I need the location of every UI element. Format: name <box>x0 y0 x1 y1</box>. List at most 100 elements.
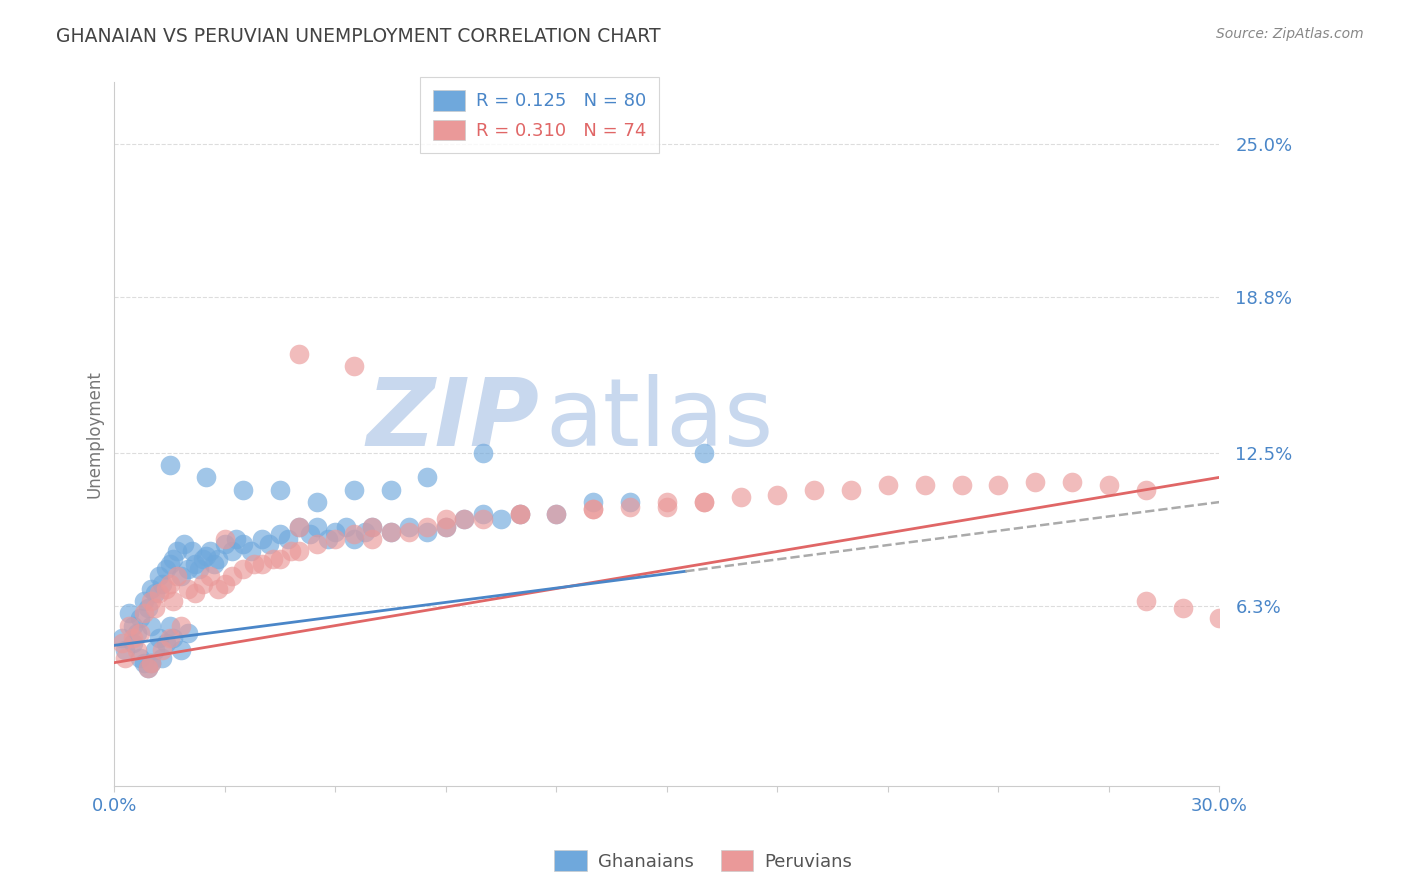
Point <box>177 626 200 640</box>
Point <box>434 512 457 526</box>
Point <box>343 483 366 497</box>
Point <box>582 502 605 516</box>
Point <box>269 483 291 497</box>
Point <box>198 544 221 558</box>
Point <box>343 527 366 541</box>
Y-axis label: Unemployment: Unemployment <box>86 370 103 498</box>
Point <box>221 544 243 558</box>
Point <box>184 557 207 571</box>
Point <box>416 520 439 534</box>
Point <box>202 557 225 571</box>
Point <box>380 483 402 497</box>
Point <box>214 576 236 591</box>
Point <box>150 650 173 665</box>
Point <box>582 495 605 509</box>
Text: ZIP: ZIP <box>367 374 540 466</box>
Point <box>546 508 568 522</box>
Point <box>335 520 357 534</box>
Point <box>155 562 177 576</box>
Text: atlas: atlas <box>546 374 773 466</box>
Text: GHANAIAN VS PERUVIAN UNEMPLOYMENT CORRELATION CHART: GHANAIAN VS PERUVIAN UNEMPLOYMENT CORREL… <box>56 27 661 45</box>
Point <box>162 594 184 608</box>
Point <box>162 631 184 645</box>
Point <box>132 606 155 620</box>
Point <box>207 582 229 596</box>
Point <box>343 359 366 374</box>
Point <box>839 483 862 497</box>
Point <box>250 557 273 571</box>
Point <box>214 532 236 546</box>
Point <box>170 569 193 583</box>
Point <box>416 470 439 484</box>
Point <box>214 537 236 551</box>
Point <box>280 544 302 558</box>
Point <box>141 618 163 632</box>
Point <box>114 643 136 657</box>
Point <box>354 524 377 539</box>
Point <box>582 502 605 516</box>
Point <box>198 569 221 583</box>
Point <box>177 582 200 596</box>
Point <box>225 532 247 546</box>
Point <box>361 520 384 534</box>
Point <box>111 631 134 645</box>
Point <box>693 495 716 509</box>
Point <box>1171 601 1194 615</box>
Point <box>987 477 1010 491</box>
Point <box>489 512 512 526</box>
Point <box>170 643 193 657</box>
Point <box>509 508 531 522</box>
Point <box>173 537 195 551</box>
Point <box>434 520 457 534</box>
Point <box>876 477 898 491</box>
Point <box>262 552 284 566</box>
Point <box>398 524 420 539</box>
Point <box>434 520 457 534</box>
Point <box>287 544 309 558</box>
Point <box>125 626 148 640</box>
Point <box>121 636 143 650</box>
Point <box>239 544 262 558</box>
Point <box>250 532 273 546</box>
Point <box>136 601 159 615</box>
Point <box>380 524 402 539</box>
Point <box>232 562 254 576</box>
Point <box>509 508 531 522</box>
Point <box>170 618 193 632</box>
Point <box>148 569 170 583</box>
Point <box>132 594 155 608</box>
Point <box>177 562 200 576</box>
Point <box>619 495 641 509</box>
Point <box>143 586 166 600</box>
Point <box>143 643 166 657</box>
Point <box>693 495 716 509</box>
Point <box>180 544 202 558</box>
Point <box>325 532 347 546</box>
Point <box>509 508 531 522</box>
Point <box>471 508 494 522</box>
Point <box>546 508 568 522</box>
Point <box>159 576 181 591</box>
Point <box>269 552 291 566</box>
Point <box>121 618 143 632</box>
Point <box>195 549 218 564</box>
Point <box>453 512 475 526</box>
Point <box>361 532 384 546</box>
Point <box>1208 611 1230 625</box>
Point <box>766 488 789 502</box>
Point <box>269 527 291 541</box>
Point <box>141 656 163 670</box>
Point <box>162 552 184 566</box>
Point <box>1024 475 1046 490</box>
Legend: Ghanaians, Peruvians: Ghanaians, Peruvians <box>547 843 859 879</box>
Point <box>232 537 254 551</box>
Point <box>195 470 218 484</box>
Point <box>243 557 266 571</box>
Point <box>136 660 159 674</box>
Point <box>287 520 309 534</box>
Point <box>1135 594 1157 608</box>
Point <box>191 576 214 591</box>
Point <box>136 660 159 674</box>
Point <box>276 532 298 546</box>
Point <box>305 495 328 509</box>
